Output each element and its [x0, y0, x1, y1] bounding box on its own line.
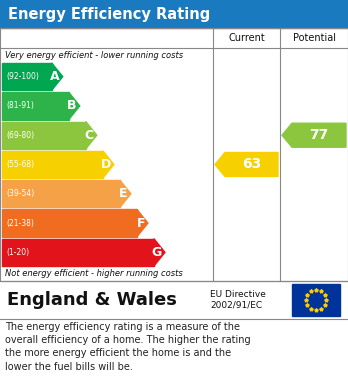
Text: (55-68): (55-68)	[6, 160, 34, 169]
Text: F: F	[136, 217, 145, 230]
Text: Energy Efficiency Rating: Energy Efficiency Rating	[8, 7, 210, 22]
Bar	[0, 28, 348, 281]
Text: D: D	[101, 158, 111, 171]
Text: Current: Current	[228, 33, 265, 43]
Polygon shape	[282, 123, 346, 147]
Polygon shape	[137, 210, 148, 237]
Text: B: B	[67, 99, 77, 113]
Bar	[0, 281, 348, 319]
Text: The energy efficiency rating is a measure of the
overall efficiency of a home. T: The energy efficiency rating is a measur…	[5, 322, 251, 371]
Text: A: A	[50, 70, 60, 83]
Polygon shape	[215, 152, 278, 176]
Text: (39-54): (39-54)	[6, 189, 34, 198]
Text: C: C	[85, 129, 94, 142]
Text: Potential: Potential	[293, 33, 335, 43]
Text: England & Wales: England & Wales	[7, 291, 177, 309]
Bar	[2, 151, 103, 178]
Polygon shape	[154, 239, 165, 266]
Bar	[2, 239, 154, 266]
Bar	[2, 180, 120, 208]
Text: EU Directive
2002/91/EC: EU Directive 2002/91/EC	[210, 290, 266, 310]
Polygon shape	[103, 151, 114, 178]
Text: Not energy efficient - higher running costs: Not energy efficient - higher running co…	[5, 269, 183, 278]
Text: Very energy efficient - lower running costs: Very energy efficient - lower running co…	[5, 50, 183, 59]
Bar	[2, 122, 86, 149]
Bar	[2, 210, 137, 237]
Text: (81-91): (81-91)	[6, 101, 34, 110]
Polygon shape	[52, 63, 63, 90]
Text: (92-100): (92-100)	[6, 72, 39, 81]
Bar	[2, 63, 52, 90]
Polygon shape	[86, 122, 97, 149]
Text: E: E	[119, 187, 128, 200]
Text: (1-20): (1-20)	[6, 248, 29, 257]
Bar	[2, 92, 69, 120]
Polygon shape	[120, 180, 131, 208]
Text: G: G	[152, 246, 162, 259]
Text: 77: 77	[309, 128, 329, 142]
Bar	[292, 284, 340, 316]
Text: 63: 63	[242, 158, 261, 172]
Text: (69-80): (69-80)	[6, 131, 34, 140]
Bar	[0, 0, 348, 28]
Polygon shape	[69, 92, 80, 120]
Text: (21-38): (21-38)	[6, 219, 34, 228]
